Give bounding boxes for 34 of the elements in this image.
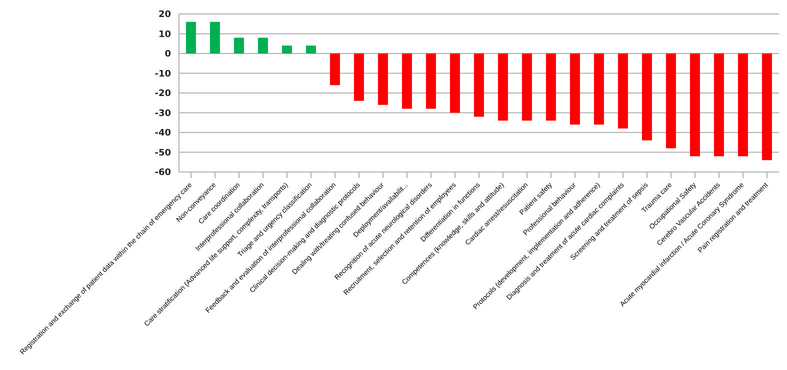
bar <box>330 54 340 86</box>
bar <box>474 54 484 117</box>
y-tick-label: 0 <box>164 50 171 60</box>
bar <box>402 54 412 109</box>
y-tick-label: 20 <box>158 10 171 20</box>
bar <box>666 54 676 148</box>
y-tick-label: -10 <box>154 69 171 80</box>
y-tick-label: -40 <box>154 128 171 139</box>
bar <box>282 46 292 54</box>
bar <box>594 54 604 125</box>
bar <box>690 54 700 156</box>
bar <box>450 54 460 113</box>
bar <box>498 54 508 121</box>
bar <box>738 54 748 156</box>
bar <box>426 54 436 109</box>
bar <box>186 22 196 54</box>
bar <box>234 38 244 54</box>
y-tick-label: -50 <box>154 148 171 158</box>
y-tick-label: -30 <box>154 108 171 119</box>
bar <box>210 22 220 54</box>
bar <box>546 54 556 121</box>
bar <box>258 38 268 54</box>
bar <box>378 54 388 105</box>
bar <box>642 54 652 140</box>
bar <box>714 54 724 156</box>
y-tick-label: -20 <box>154 89 171 100</box>
bar <box>570 54 580 125</box>
bar <box>618 54 628 129</box>
y-tick-label: -60 <box>154 168 171 178</box>
y-tick-label: 10 <box>158 30 171 40</box>
bar <box>762 54 772 160</box>
bar <box>306 46 316 54</box>
bar <box>354 54 364 101</box>
bar <box>522 54 532 121</box>
